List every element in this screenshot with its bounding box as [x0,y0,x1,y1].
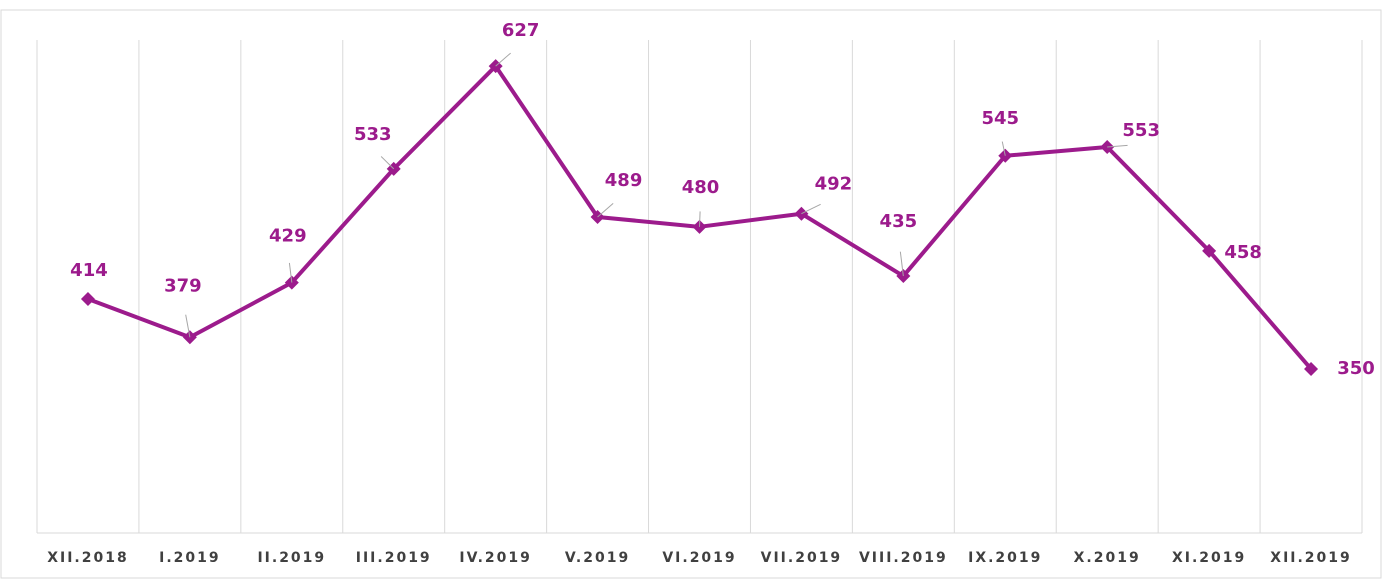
point-marker [1304,361,1319,376]
x-tick-label: I.2019 [159,550,221,566]
x-tick-label: II.2019 [257,550,326,566]
data-label: 553 [1122,120,1160,141]
leader-line [699,211,701,227]
data-label: 489 [605,170,643,191]
leader-line [288,262,293,283]
data-label: 429 [269,226,307,247]
data-label: 533 [354,124,392,145]
data-label: 492 [815,174,853,195]
chart-frame [0,9,1382,579]
x-tick-label: VIII.2019 [859,550,948,566]
x-tick-label: XI.2019 [1172,550,1246,566]
x-tick-label: XII.2018 [47,550,129,566]
data-label: 627 [502,20,540,41]
data-label: 414 [70,260,108,281]
leader-line [380,156,395,170]
x-tick-label: XII.2019 [1270,550,1352,566]
x-tick-label: III.2019 [356,550,432,566]
x-tick-label: X.2019 [1074,550,1141,566]
data-label: 480 [682,177,720,198]
leader-line [899,251,904,277]
leader-line [185,314,191,338]
x-tick-label: VII.2019 [761,550,843,566]
data-label: 379 [164,275,202,296]
data-label: 458 [1224,242,1262,263]
leader-line [801,203,821,215]
point-marker [80,291,95,306]
leader-line [495,52,511,67]
leader-line [597,203,614,218]
x-tick-label: V.2019 [565,550,630,566]
data-label: 545 [981,108,1019,129]
x-tick-label: IX.2019 [968,550,1042,566]
data-label: 435 [880,211,918,232]
data-label: 350 [1337,358,1375,379]
leader-line [1107,144,1128,148]
x-tick-label: IV.2019 [459,550,532,566]
leader-line [1001,141,1006,156]
x-tick-label: VI.2019 [662,550,736,566]
point-marker [1202,243,1217,258]
